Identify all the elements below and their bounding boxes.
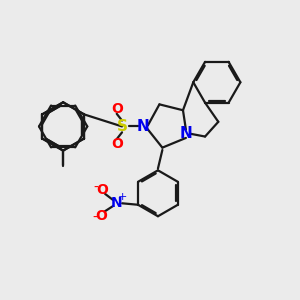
Text: O: O bbox=[96, 183, 108, 197]
Text: N: N bbox=[179, 126, 192, 141]
Text: N: N bbox=[137, 119, 150, 134]
Text: N: N bbox=[111, 196, 123, 210]
Text: O: O bbox=[96, 209, 107, 223]
Text: -: - bbox=[93, 180, 98, 194]
Text: -: - bbox=[93, 211, 98, 225]
Text: +: + bbox=[118, 192, 128, 203]
Text: O: O bbox=[111, 102, 123, 116]
Text: O: O bbox=[111, 137, 123, 151]
Text: S: S bbox=[116, 119, 128, 134]
